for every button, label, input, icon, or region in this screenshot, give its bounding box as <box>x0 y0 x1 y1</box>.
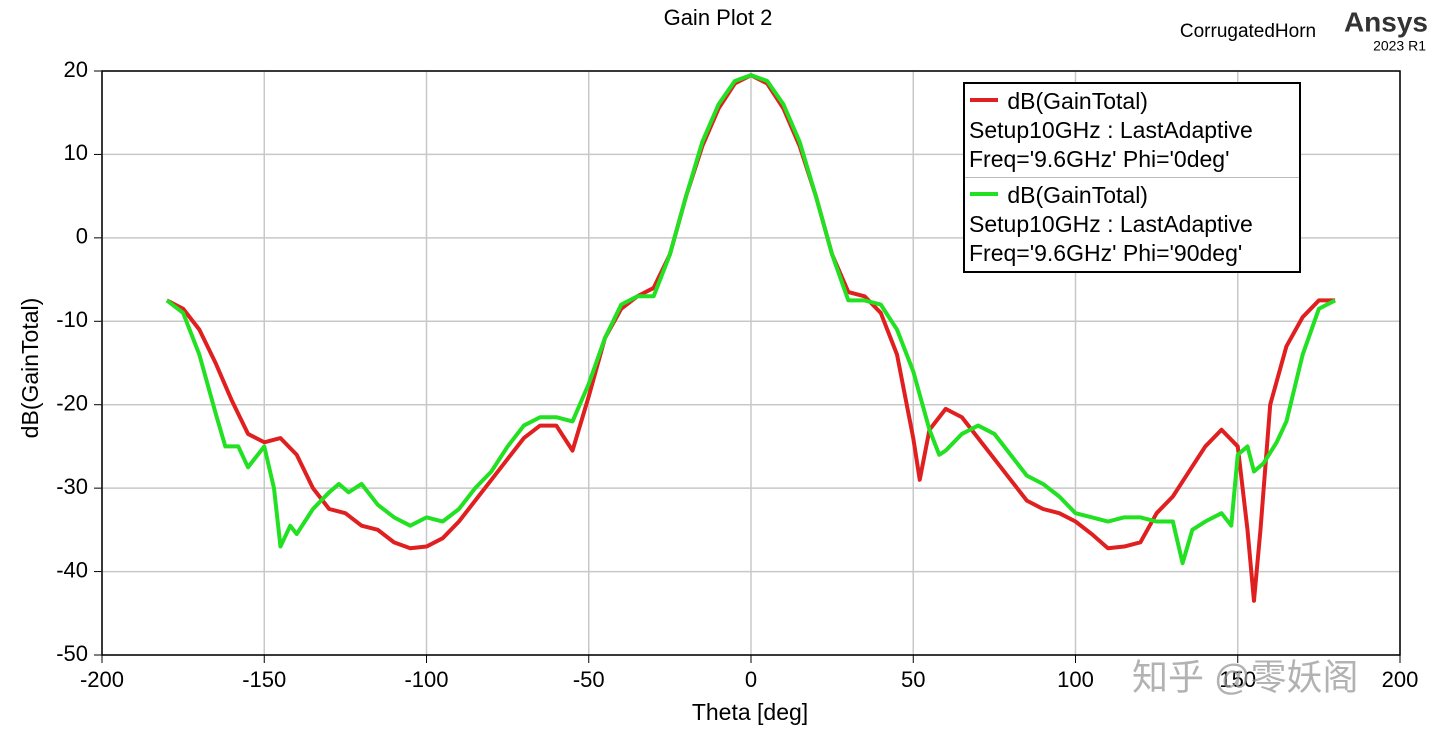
y-tick-label: -30 <box>56 474 88 499</box>
y-tick-label: -20 <box>56 391 88 416</box>
y-tick-label: 10 <box>64 140 88 165</box>
legend-swatch <box>970 192 998 196</box>
x-tick-label: 200 <box>1382 667 1419 692</box>
x-tick-label: 0 <box>745 667 757 692</box>
y-axis-label: dB(GainTotal) <box>17 298 43 439</box>
x-tick-label: 100 <box>1057 667 1094 692</box>
watermark: 知乎 @零妖阁 <box>1132 657 1359 698</box>
legend-entry: dB(GainTotal) Setup10GHz : LastAdaptive … <box>965 177 1299 271</box>
brand: Ansys <box>1344 6 1428 37</box>
y-tick-label: 0 <box>76 224 88 249</box>
series-line <box>165 73 1337 566</box>
y-tick-label: 20 <box>64 57 88 82</box>
chart-title: Gain Plot 2 <box>664 5 773 30</box>
y-tick-label: -40 <box>56 557 88 582</box>
x-tick-label: -50 <box>573 667 605 692</box>
x-tick-label: 50 <box>901 667 925 692</box>
plot-frame <box>101 70 1401 656</box>
x-tick-label: -150 <box>242 667 286 692</box>
legend-entry: dB(GainTotal) Setup10GHz : LastAdaptive … <box>965 84 1299 177</box>
x-tick-label: -200 <box>80 667 124 692</box>
x-axis-label: Theta [deg] <box>692 699 808 725</box>
legend-label: dB(GainTotal) Setup10GHz : LastAdaptive … <box>969 182 1253 266</box>
x-tick-label: -100 <box>404 667 448 692</box>
legend: dB(GainTotal) Setup10GHz : LastAdaptive … <box>963 82 1301 273</box>
y-tick-label: -50 <box>56 641 88 666</box>
project-name: CorrugatedHorn <box>1180 21 1316 42</box>
legend-label: dB(GainTotal) Setup10GHz : LastAdaptive … <box>969 88 1253 172</box>
legend-swatch <box>970 98 998 102</box>
x-tick-label: 150 <box>1219 667 1256 692</box>
y-tick-label: -10 <box>56 307 88 332</box>
version: 2023 R1 <box>1373 38 1426 54</box>
